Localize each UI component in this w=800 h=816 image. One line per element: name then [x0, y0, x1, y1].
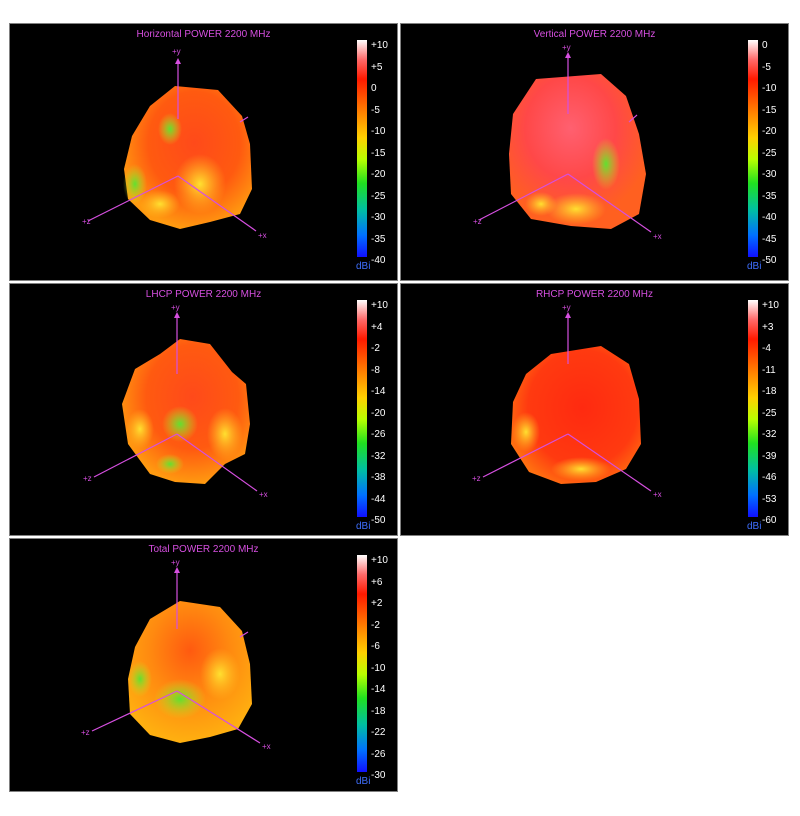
scale-tick: +6 — [371, 577, 383, 588]
scale-unit: dBi — [356, 261, 371, 272]
scale-tick: -53 — [762, 494, 777, 505]
scale-tick: -25 — [371, 191, 386, 202]
axis-label-z: +z — [473, 217, 482, 226]
scale-unit: dBi — [356, 776, 371, 787]
scale-tick: -25 — [762, 148, 777, 159]
axis-label-y: +y — [171, 558, 180, 567]
scale-tick: -32 — [371, 451, 386, 462]
scale-tick: -11 — [762, 365, 776, 376]
scale-tick: -50 — [371, 515, 386, 526]
scale-tick: -10 — [371, 663, 386, 674]
scale-tick: -44 — [371, 494, 386, 505]
axis-label-x: +x — [259, 490, 268, 499]
scale-tick: +10 — [371, 40, 388, 51]
scale-tick: -2 — [371, 343, 380, 354]
scale-tick: -6 — [371, 641, 380, 652]
scale-tick: -20 — [371, 169, 386, 180]
axis-label-x: +x — [258, 231, 267, 240]
plot-panel-total: Total POWER 2200 MHz +y +z +x +10 +6 +2 … — [9, 538, 398, 792]
scale-tick: -5 — [762, 62, 771, 73]
color-scale-bar — [357, 300, 367, 517]
axis-label-y: +y — [562, 43, 571, 52]
scale-tick: -38 — [371, 472, 386, 483]
axis-label-x: +x — [653, 232, 662, 241]
axis-label-z: +z — [81, 728, 90, 737]
scale-tick: -8 — [371, 365, 380, 376]
panel-title: Vertical POWER 2200 MHz — [533, 29, 656, 40]
scale-tick: -35 — [762, 191, 777, 202]
scale-tick: -50 — [762, 255, 777, 266]
panel-title: Horizontal POWER 2200 MHz — [136, 29, 271, 40]
radiation-pattern-3d: +y +z +x — [472, 303, 662, 499]
scale-tick: +3 — [762, 322, 774, 333]
scale-tick: -60 — [762, 515, 777, 526]
scale-unit: dBi — [747, 261, 762, 272]
scale-tick: +2 — [371, 598, 383, 609]
panel-title: LHCP POWER 2200 MHz — [145, 289, 262, 300]
scale-tick: -22 — [371, 727, 386, 738]
axis-label-y: +y — [171, 303, 180, 312]
scale-tick: -30 — [371, 770, 386, 781]
scale-tick: +4 — [371, 322, 383, 333]
scale-tick: -14 — [371, 386, 386, 397]
scale-unit: dBi — [747, 521, 762, 532]
scale-tick: +10 — [371, 300, 388, 311]
radiation-pattern-3d: +y +z +x — [81, 558, 271, 751]
scale-tick: -25 — [762, 408, 777, 419]
axis-label-z: +z — [82, 217, 91, 226]
scale-tick: -35 — [371, 234, 386, 245]
scale-tick: +10 — [371, 555, 388, 566]
scale-tick: -10 — [762, 83, 777, 94]
axis-label-x: +x — [262, 742, 271, 751]
scale-tick: -5 — [371, 105, 380, 116]
axis-label-z: +z — [472, 474, 481, 483]
plot-panel-lhcp: LHCP POWER 2200 MHz +y +z +x +10 +4 -2 -… — [9, 283, 398, 536]
color-scale-bar — [748, 300, 758, 517]
panel-title: Total POWER 2200 MHz — [148, 544, 259, 555]
scale-tick: 0 — [371, 83, 377, 94]
radiation-pattern-3d: +y +z +x — [82, 47, 267, 240]
scale-tick: -18 — [371, 706, 386, 717]
scale-tick: -30 — [762, 169, 777, 180]
radiation-pattern-3d: +y +z +x — [83, 303, 268, 499]
radiation-pattern-3d: +y +z +x — [473, 43, 662, 241]
scale-unit: dBi — [356, 521, 371, 532]
scale-tick: -15 — [371, 148, 386, 159]
panel-title: RHCP POWER 2200 MHz — [535, 289, 654, 300]
plot-panel-vertical: Vertical POWER 2200 MHz +y +z +x 0 -5 -1… — [400, 23, 789, 281]
axis-label-y: +y — [172, 47, 181, 56]
color-scale-bar — [748, 40, 758, 257]
axis-label-x: +x — [653, 490, 662, 499]
scale-tick: -40 — [762, 212, 777, 223]
color-scale-bar — [357, 555, 367, 772]
scale-tick: -46 — [762, 472, 777, 483]
axis-label-z: +z — [83, 474, 92, 483]
scale-tick: -45 — [762, 234, 777, 245]
scale-tick: 0 — [762, 40, 768, 51]
scale-tick: -32 — [762, 429, 777, 440]
scale-tick: +10 — [762, 300, 779, 311]
scale-tick: -15 — [762, 105, 777, 116]
scale-tick: -39 — [762, 451, 777, 462]
scale-tick: -2 — [371, 620, 380, 631]
plot-panel-horizontal: Horizontal POWER 2200 MHz +y +z +x +10 +… — [9, 23, 398, 281]
color-scale-bar — [357, 40, 367, 257]
scale-tick: -26 — [371, 429, 386, 440]
scale-tick: -4 — [762, 343, 771, 354]
scale-tick: -10 — [371, 126, 386, 137]
scale-tick: -40 — [371, 255, 386, 266]
axis-label-y: +y — [562, 303, 571, 312]
scale-tick: -18 — [762, 386, 777, 397]
scale-tick: -20 — [371, 408, 386, 419]
scale-tick: -14 — [371, 684, 386, 695]
scale-tick: -26 — [371, 749, 386, 760]
plot-panel-rhcp: RHCP POWER 2200 MHz +y +z +x +10 +3 -4 -… — [400, 283, 789, 536]
scale-tick: -30 — [371, 212, 386, 223]
scale-tick: +5 — [371, 62, 383, 73]
scale-tick: -20 — [762, 126, 777, 137]
